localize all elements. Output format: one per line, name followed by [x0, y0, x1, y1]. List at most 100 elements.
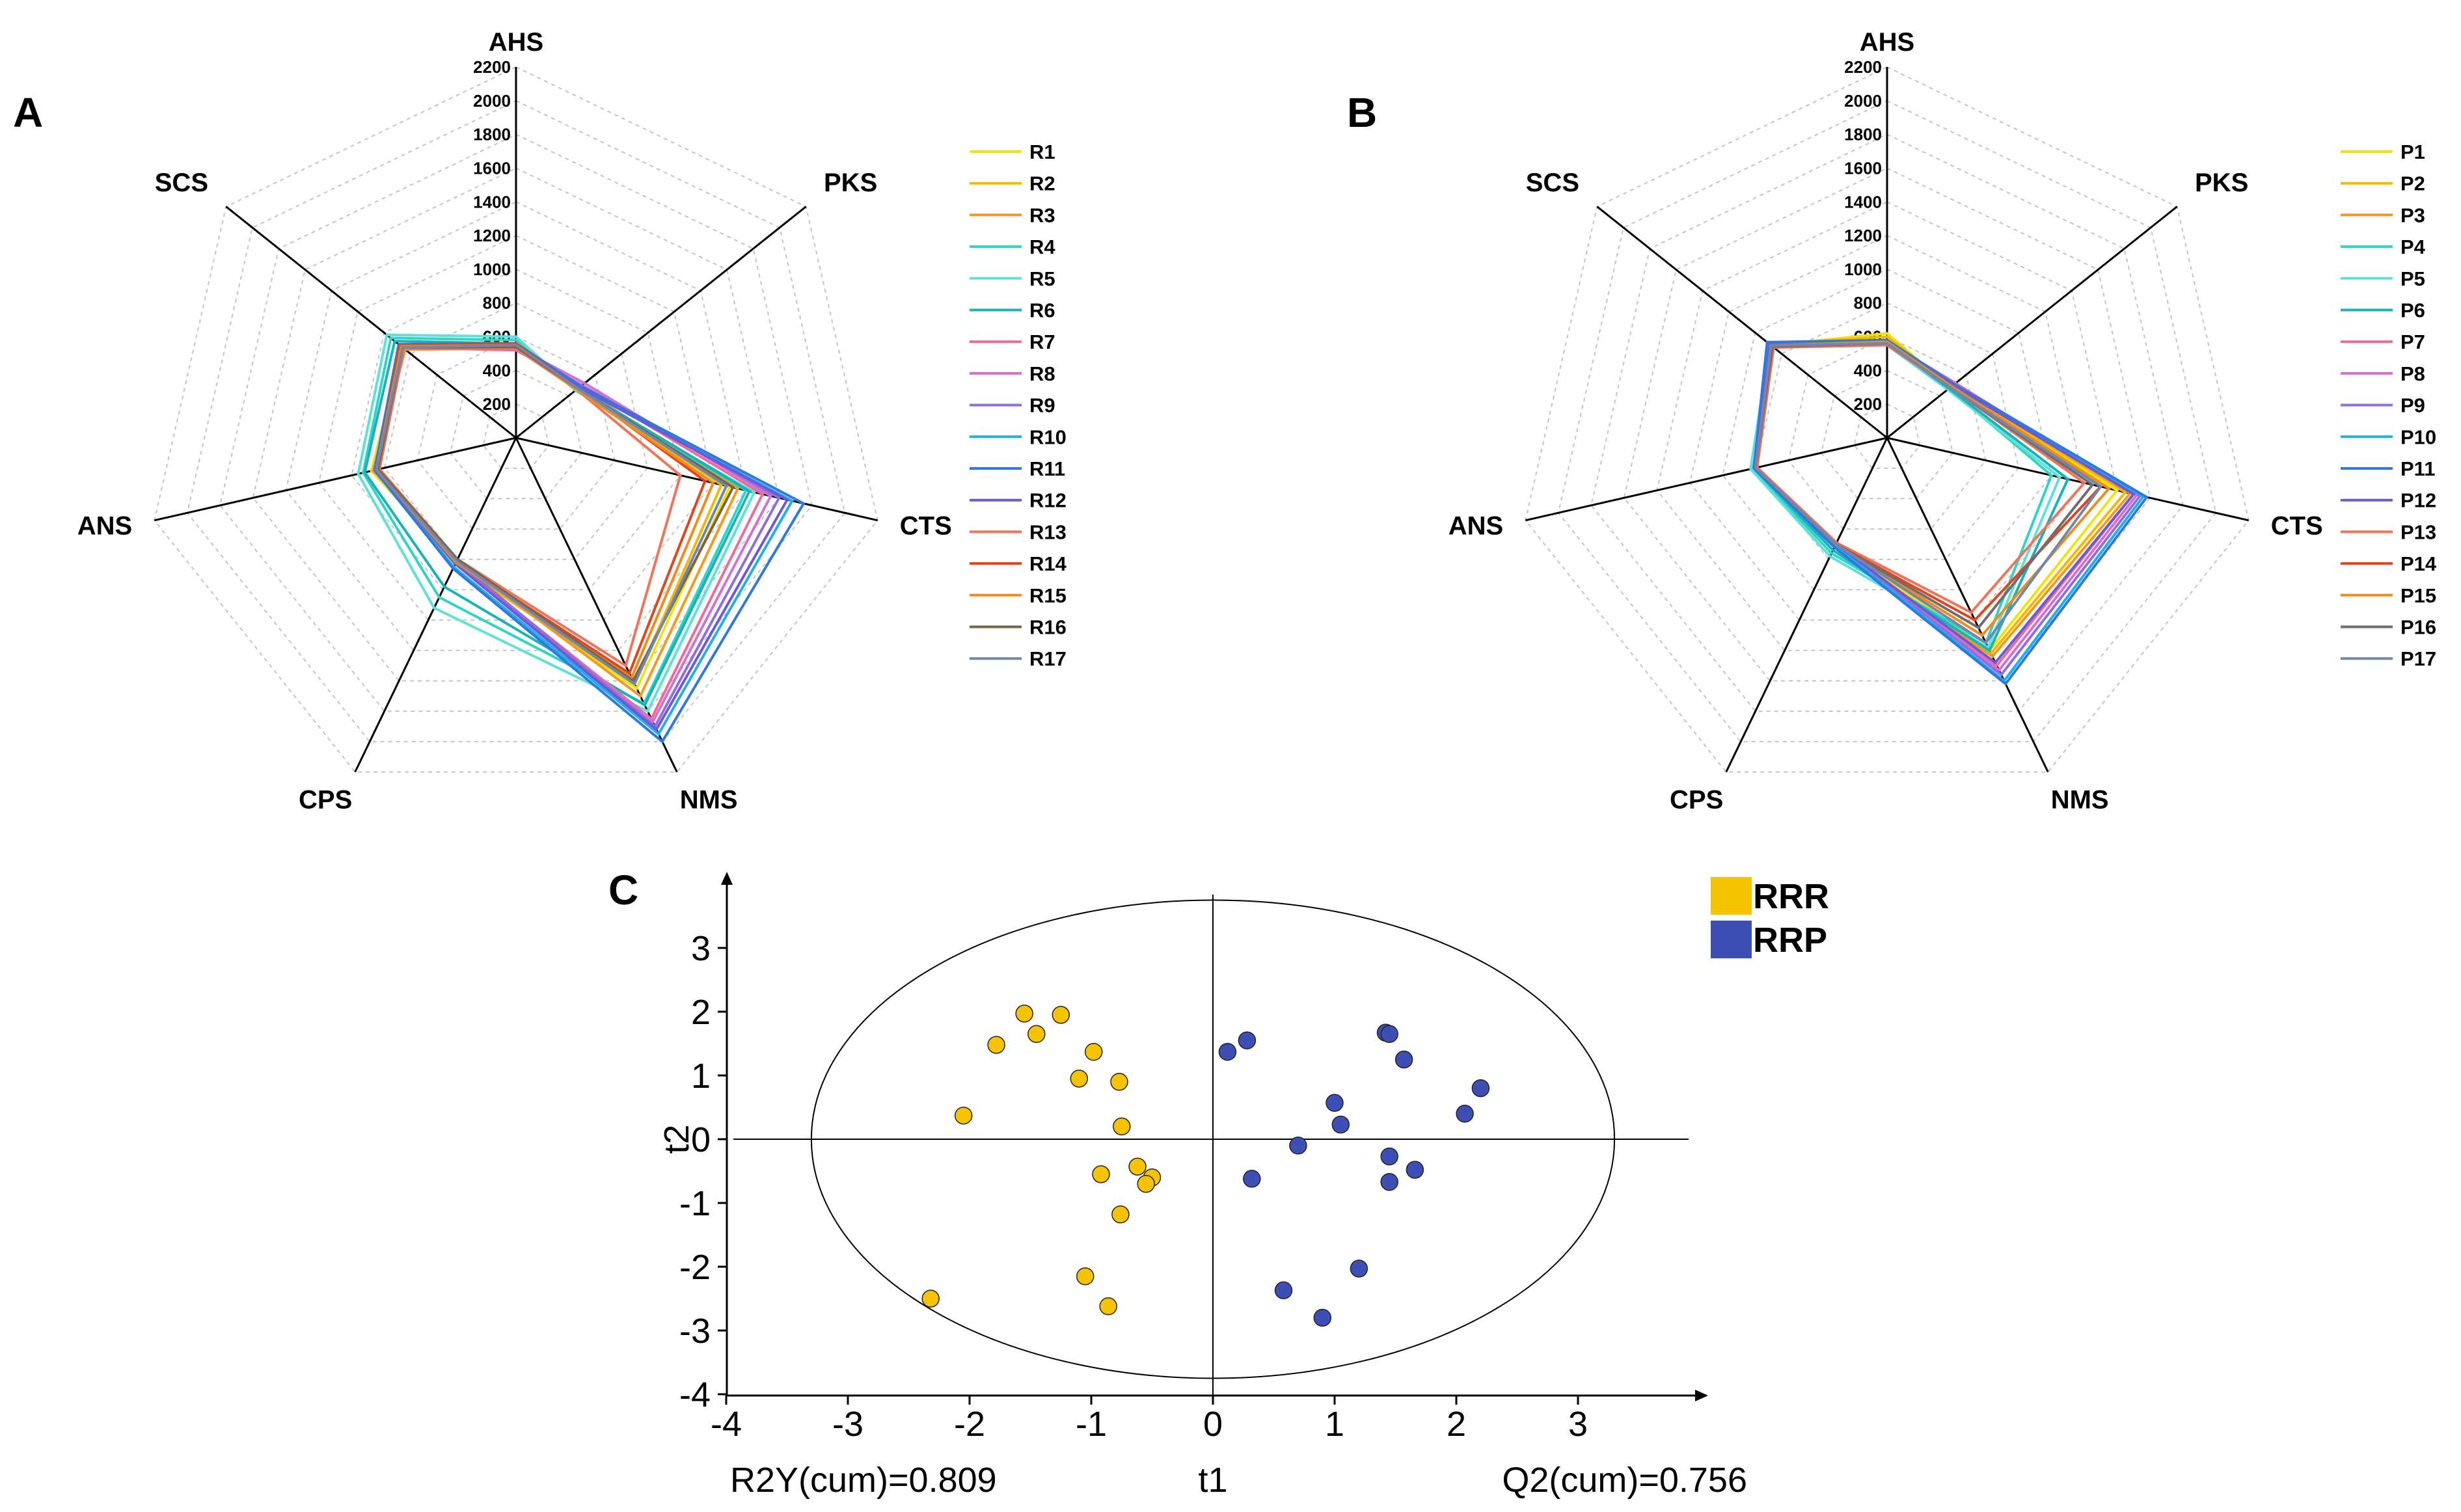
legend-label-r3: R3 — [1029, 204, 1055, 226]
data-point-rrp — [1218, 1042, 1237, 1061]
legend-label-r1: R1 — [1029, 141, 1055, 163]
radial-tick-label: 2200 — [473, 57, 511, 77]
data-point-rrp — [1350, 1260, 1368, 1278]
legend-c: RRR RRP — [1711, 877, 1829, 960]
legend-b: P1 P2 P3 P4 P5 P6 P7 P8 P9 P10 P11 P12 P13 P14 P15 P16 P… — [2341, 141, 2437, 670]
grid-ring — [1853, 403, 1921, 469]
data-point-rrp — [1274, 1281, 1293, 1300]
data-point-rrp — [1326, 1094, 1344, 1112]
legend-label-p10: P10 — [2400, 425, 2436, 448]
data-point-rrp — [1471, 1079, 1490, 1098]
y-axis-title: t2 — [657, 1124, 696, 1154]
grid-ring — [285, 201, 747, 651]
legend-label-rrr: RRR — [1753, 877, 1829, 916]
data-point-rrr — [1015, 1005, 1033, 1023]
y-tick-label: -4 — [679, 1375, 711, 1414]
axis-label-cps: CPS — [1670, 786, 1723, 815]
data-point-rrp — [1238, 1031, 1257, 1049]
legend-label-p7: P7 — [2400, 331, 2425, 353]
data-point-rrp — [1331, 1115, 1350, 1134]
x-tick-label: -1 — [1076, 1405, 1107, 1444]
y-axis-arrow — [721, 872, 733, 885]
series-line-p11 — [1752, 338, 2149, 686]
radar-chart-b: 2004006008001000120014001600180020002200… — [1448, 28, 2323, 815]
axis-label-cts: CTS — [2271, 512, 2323, 541]
radial-tick-label: 1000 — [473, 260, 511, 279]
axis-label-nms: NMS — [2051, 786, 2109, 815]
legend-label-p15: P15 — [2400, 584, 2436, 607]
legend-label-r8: R8 — [1029, 362, 1055, 385]
series-line-r13 — [378, 347, 682, 668]
radial-tick-label: 2000 — [1844, 91, 1882, 111]
legend-label-r9: R9 — [1029, 394, 1055, 417]
legend-swatch-rrp — [1711, 921, 1752, 958]
radial-tick-label: 1200 — [473, 226, 511, 245]
axis-label-ans: ANS — [77, 512, 132, 541]
data-point-rrp — [1243, 1170, 1261, 1188]
grid-ring — [1656, 201, 2118, 651]
legend-label-r17: R17 — [1029, 647, 1067, 670]
axis-label-cps: CPS — [299, 786, 352, 815]
axis-label-pks: PKS — [2195, 169, 2248, 197]
grid-ring — [1590, 133, 2184, 712]
legend-label-r5: R5 — [1029, 267, 1055, 290]
legend-label-r2: R2 — [1029, 172, 1055, 195]
grid-ring — [383, 302, 649, 560]
x-tick-label: -3 — [832, 1405, 863, 1444]
axis-spoke — [515, 437, 878, 522]
series-line-p17 — [1754, 342, 2103, 645]
data-point-rrr — [1113, 1117, 1131, 1136]
data-point-rrr — [1128, 1157, 1147, 1176]
legend-label-p11: P11 — [2400, 457, 2435, 480]
legend-label-rrp: RRP — [1753, 921, 1827, 960]
axis-label-cts: CTS — [900, 512, 952, 541]
x-axis-title: t1 — [1198, 1461, 1227, 1500]
legend-label-p3: P3 — [2400, 204, 2425, 226]
x-tick-label: -2 — [954, 1405, 985, 1444]
radial-tick-label: 1200 — [1844, 226, 1882, 245]
legend-label-p17: P17 — [2400, 647, 2436, 670]
radial-tick-label: 400 — [483, 360, 511, 380]
data-point-rrp — [1380, 1025, 1398, 1044]
grid-ring — [1820, 370, 1954, 500]
x-tick-label: 0 — [1203, 1405, 1223, 1444]
radial-tick-label: 1600 — [1844, 159, 1882, 178]
y-tick-label: -3 — [679, 1312, 711, 1351]
grid-ring — [449, 370, 583, 500]
legend-label-p12: P12 — [2400, 489, 2436, 512]
panel-label-c: C — [608, 867, 638, 913]
axis-spoke — [354, 437, 517, 773]
grid-ring — [1557, 100, 2217, 742]
grid-ring — [1525, 66, 2250, 773]
axis-spoke — [1525, 437, 1888, 522]
grid-ring — [219, 133, 813, 712]
x-axis-arrow — [1695, 1390, 1708, 1401]
data-point-rrp — [1313, 1308, 1332, 1327]
legend-label-p5: P5 — [2400, 267, 2425, 290]
axis-spoke — [515, 206, 807, 439]
radial-tick-label: 2000 — [473, 91, 511, 111]
axis-label-pks: PKS — [824, 169, 877, 197]
radial-tick-label: 200 — [483, 394, 511, 414]
radial-tick-label: 1400 — [1844, 192, 1882, 211]
data-point-rrr — [954, 1106, 973, 1125]
data-point-rrr — [1076, 1267, 1095, 1286]
y-tick-label: 3 — [691, 929, 711, 968]
series-line-r17 — [375, 344, 728, 686]
axis-label-nms: NMS — [680, 786, 738, 815]
legend-label-r6: R6 — [1029, 299, 1055, 322]
legend-swatch-rrr — [1711, 877, 1752, 915]
radial-tick-label: 1000 — [1844, 260, 1882, 279]
radial-tick-label: 800 — [1854, 293, 1882, 313]
grid-ring — [482, 403, 550, 469]
y-tick-label: 2 — [691, 993, 711, 1032]
series-line-r11 — [373, 342, 806, 744]
legend-label-p8: P8 — [2400, 362, 2425, 385]
score-plot-c: -4 -3 -2 -1 0 1 2 3 -4 -3 -2 -1 0 1 2 3 t1 t2 R2Y(cum)=0.8… — [657, 872, 1747, 1500]
axis-spoke — [1725, 437, 1888, 773]
x-tick-label: 2 — [1447, 1405, 1466, 1444]
data-point-rrr — [1027, 1025, 1046, 1044]
y-tick-label: -2 — [679, 1248, 711, 1287]
